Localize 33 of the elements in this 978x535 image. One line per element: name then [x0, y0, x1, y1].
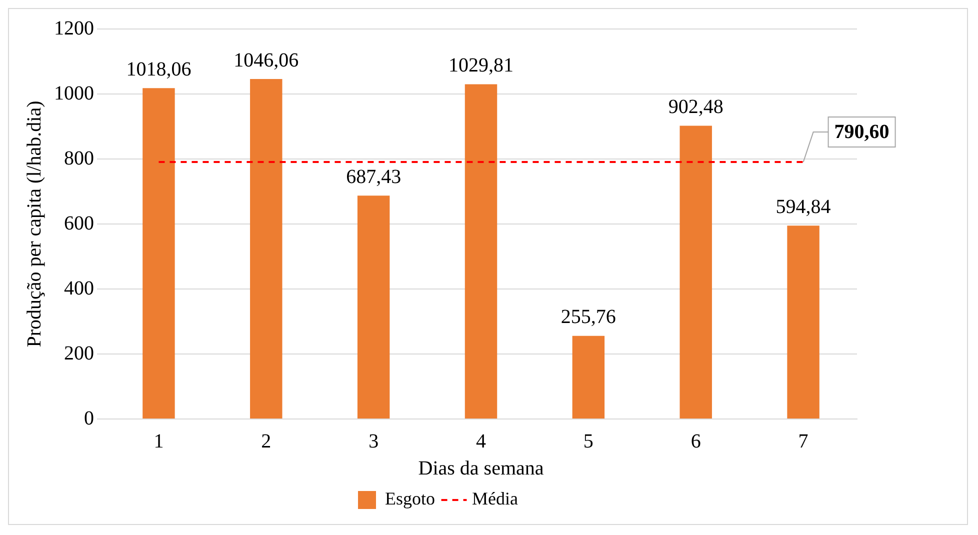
data-label: 594,84 [776, 196, 831, 218]
bar [680, 126, 712, 418]
data-label: 1046,06 [234, 49, 299, 72]
y-tick-label: 400 [64, 277, 94, 300]
x-axis-title: Dias da semana [418, 457, 544, 480]
legend-label: Média [472, 488, 518, 509]
y-tick-label: 600 [64, 212, 94, 234]
y-tick-label: 1000 [54, 82, 94, 104]
bar [787, 226, 820, 418]
y-axis-title: Produção per capita (l/hab.dia) [23, 100, 46, 348]
x-tick-label: 1 [154, 430, 164, 452]
data-label: 1018,06 [126, 58, 192, 80]
y-tick-label: 800 [64, 147, 94, 170]
y-tick-label: 1200 [54, 17, 94, 40]
x-tick-label: 7 [798, 430, 808, 452]
bar [250, 79, 282, 418]
bar [572, 336, 605, 418]
bar [357, 196, 390, 418]
bar [464, 84, 498, 418]
data-label: 255,76 [560, 306, 616, 328]
bar [142, 88, 175, 418]
x-tick-label: 5 [583, 430, 594, 452]
data-label: 1029,81 [448, 54, 514, 77]
y-tick-label: 200 [64, 342, 94, 364]
x-tick-label: 3 [368, 430, 379, 452]
data-label: 790,60 [834, 121, 890, 144]
data-label: 687,43 [346, 166, 402, 188]
x-tick-label: 6 [690, 430, 701, 452]
data-label: 902,48 [668, 96, 724, 118]
x-tick-label: 4 [476, 430, 486, 452]
x-tick-label: 2 [261, 430, 272, 452]
legend-label: Esgoto [385, 488, 436, 509]
y-tick-label: 0 [84, 407, 94, 430]
